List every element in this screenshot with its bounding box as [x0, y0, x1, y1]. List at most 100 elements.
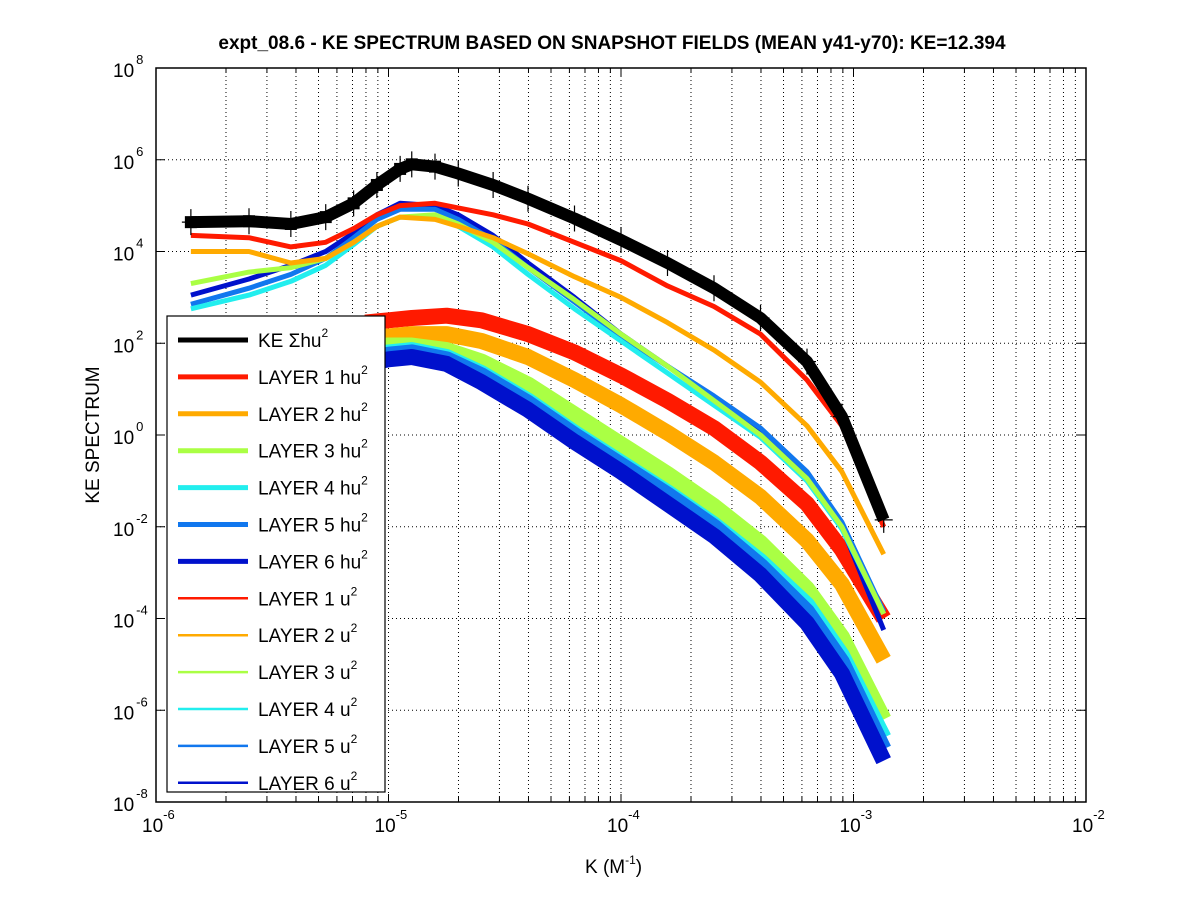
x-tick-label-base: 10 [1072, 816, 1093, 837]
legend-label: LAYER 2 hu2 [258, 400, 368, 426]
data-point-plus [658, 249, 677, 276]
data-point-plus [751, 305, 770, 332]
data-point-plus [181, 209, 200, 236]
data-point-plus [281, 210, 300, 237]
legend-label-text: LAYER 2 hu [258, 405, 361, 426]
y-tick-label-base: 10 [113, 153, 134, 174]
axis-ticks [155, 67, 1086, 803]
data-point-plus [612, 227, 630, 254]
x-tick-label: 10-5 [375, 807, 408, 837]
y-tick-label-exponent: 2 [136, 327, 143, 342]
y-tick-label-base: 10 [113, 612, 134, 633]
y-tick-label-base: 10 [113, 245, 134, 266]
y-tick-label-base: 10 [113, 61, 134, 82]
legend-label-superscript: 2 [351, 695, 358, 709]
legend-label: LAYER 3 hu2 [258, 437, 368, 463]
y-tick-label: 104 [113, 236, 143, 266]
legend-label-superscript: 2 [361, 474, 368, 488]
legend-label: LAYER 2 u2 [258, 621, 358, 647]
x-tick-label-base: 10 [840, 816, 861, 837]
legend-label-superscript: 2 [361, 363, 368, 377]
legend-label-text: LAYER 4 hu [258, 479, 361, 500]
legend-label: LAYER 5 u2 [258, 732, 358, 758]
y-tick-label-base: 10 [113, 336, 134, 357]
y-tick-label: 10-6 [113, 694, 148, 724]
legend-label: LAYER 1 hu2 [258, 363, 368, 389]
data-point-plus [484, 171, 503, 198]
legend-label-text: LAYER 5 hu [258, 516, 361, 537]
x-tick-label-base: 10 [607, 816, 628, 837]
series-line-9 [364, 326, 891, 664]
legend-label: LAYER 6 u2 [258, 769, 358, 795]
legend-label-text: LAYER 5 u [258, 737, 351, 758]
x-tick-label-exponent: -4 [628, 807, 640, 822]
data-point-plus [832, 403, 851, 430]
y-tick-label-base: 10 [113, 795, 134, 816]
legend-label-superscript: 2 [322, 326, 329, 340]
y-tick-label-exponent: -2 [136, 511, 148, 526]
legend-label-text: LAYER 4 u [258, 700, 351, 721]
data-point-plus [705, 275, 723, 302]
series-layer [181, 151, 893, 765]
y-tick-label: 10-8 [113, 786, 148, 816]
legend-box [166, 315, 386, 793]
legend-label-superscript: 2 [351, 732, 358, 746]
legend-label: LAYER 4 u2 [258, 695, 358, 721]
x-tick-label-exponent: -6 [163, 807, 175, 822]
y-tick-label: 108 [113, 52, 143, 82]
legend-label-text: LAYER 1 u [258, 589, 351, 610]
legend-label-superscript: 2 [351, 584, 358, 598]
legend-label-text: LAYER 6 hu [258, 552, 361, 573]
legend-label-text: LAYER 3 hu [258, 442, 361, 463]
legend-label-superscript: 2 [361, 511, 368, 525]
x-tick-labels: 10-610-510-410-310-2 [142, 807, 1105, 837]
legend-label-superscript: 2 [361, 547, 368, 561]
y-tick-label-base: 10 [113, 520, 134, 541]
x-axis-label-end: ) [636, 857, 642, 878]
y-tick-label-exponent: 6 [136, 144, 143, 159]
x-tick-label: 10-2 [1072, 807, 1105, 837]
data-point-plus [874, 506, 893, 533]
legend-label: LAYER 1 u2 [258, 584, 358, 610]
series-line-2 [190, 200, 887, 528]
legend-label-text: LAYER 6 u [258, 774, 351, 795]
data-point-plus [402, 151, 421, 178]
x-axis-label-superscript: -1 [625, 853, 636, 867]
legend-label: KE Σhu2 [258, 326, 329, 352]
x-tick-label: 10-3 [840, 807, 873, 837]
chart-title: expt_08.6 - KE SPECTRUM BASED ON SNAPSHO… [218, 33, 1006, 54]
legend-label-text: LAYER 2 u [258, 626, 351, 647]
y-tick-label-base: 10 [113, 428, 134, 449]
data-point-plus [240, 208, 258, 235]
series-line-13 [363, 349, 891, 765]
x-tick-label-exponent: -2 [1093, 807, 1105, 822]
data-point-plus [798, 348, 816, 375]
legend-label-superscript: 2 [351, 658, 358, 672]
legend-label-superscript: 2 [361, 437, 368, 451]
data-point-plus [316, 204, 335, 231]
data-point-plus [426, 153, 444, 180]
data-point-plus [449, 160, 468, 187]
data-point-plus [565, 205, 584, 232]
legend-label: LAYER 3 u2 [258, 658, 358, 684]
x-tick-label-base: 10 [142, 816, 163, 837]
x-tick-label-exponent: -3 [861, 807, 873, 822]
legend-label-superscript: 2 [361, 400, 368, 414]
x-tick-label-exponent: -5 [396, 807, 408, 822]
y-tick-label: 100 [113, 419, 143, 449]
y-tick-label-exponent: 4 [136, 236, 143, 251]
legend-label: LAYER 4 hu2 [258, 474, 368, 500]
legend-label-text: LAYER 3 u [258, 663, 351, 684]
y-tick-label: 10-2 [113, 511, 148, 541]
series-line-8 [364, 307, 891, 623]
data-point-plus [519, 185, 537, 212]
y-axis-label: KE SPECTRUM [83, 366, 104, 503]
legend-label-text: LAYER 1 hu [258, 368, 361, 389]
y-tick-label: 10-4 [113, 603, 148, 633]
y-tick-label-exponent: 8 [136, 52, 143, 67]
y-tick-label: 102 [113, 327, 143, 357]
legend-label: LAYER 5 hu2 [258, 511, 368, 537]
x-tick-label: 10-6 [142, 807, 175, 837]
y-tick-label-exponent: -8 [136, 786, 148, 801]
